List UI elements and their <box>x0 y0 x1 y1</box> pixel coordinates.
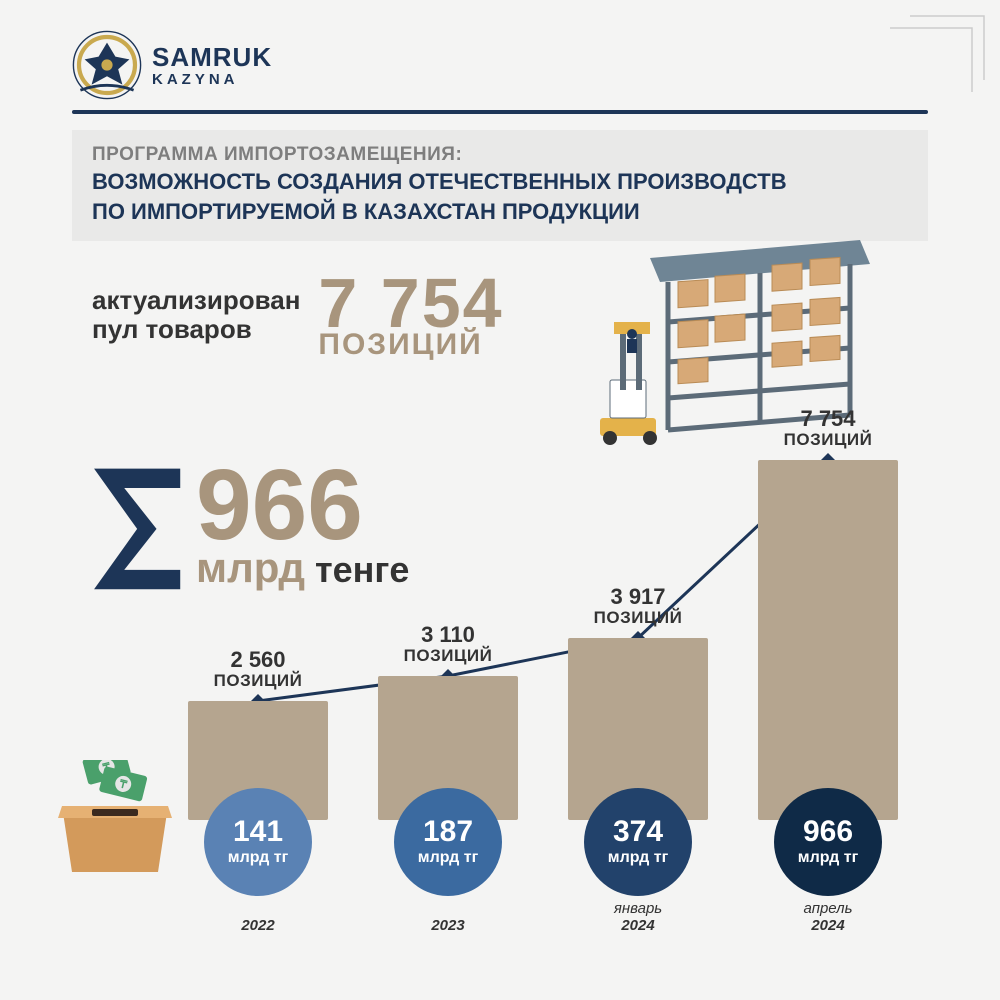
infographic-page: SAMRUK KAZYNA ПРОГРАММА ИМПОРТОЗАМЕЩЕНИЯ… <box>0 0 1000 1000</box>
stat-label-1: актуализирован <box>92 286 300 315</box>
chart-bar-label: 2 560ПОЗИЦИЙ <box>168 648 348 691</box>
logo-emblem-icon <box>72 30 142 100</box>
chart-value-circle: 966млрд тг <box>774 788 882 896</box>
title-line1: ВОЗМОЖНОСТЬ СОЗДАНИЯ ОТЕЧЕСТВЕННЫХ ПРОИЗ… <box>92 168 908 196</box>
chart-period-label: 2023 <box>358 917 538 934</box>
logo-main-text: SAMRUK <box>152 44 272 70</box>
chart-bar-label: 7 754ПОЗИЦИЙ <box>738 407 918 450</box>
chart-period-label: апрель2024 <box>738 900 918 935</box>
chart-value-circle: 141млрд тг <box>204 788 312 896</box>
stat-unit: ПОЗИЦИЙ <box>318 331 503 360</box>
chart-bar-label: 3 110ПОЗИЦИЙ <box>358 623 538 666</box>
chart-value-circle: 374млрд тг <box>584 788 692 896</box>
sigma-icon <box>80 460 190 605</box>
stat-label-2: пул товаров <box>92 315 300 344</box>
chart-bar <box>758 460 898 820</box>
chart-bar-label: 3 917ПОЗИЦИЙ <box>548 585 728 628</box>
stat-number: 7 754 <box>318 270 503 337</box>
positions-chart: 2 560ПОЗИЦИЙ141млрд тг20223 110ПОЗИЦИЙ18… <box>180 410 940 950</box>
headline-stat: актуализирован пул товаров 7 754 ПОЗИЦИЙ <box>92 270 504 359</box>
corner-decoration <box>870 10 990 100</box>
title-block: ПРОГРАММА ИМПОРТОЗАМЕЩЕНИЯ: ВОЗМОЖНОСТЬ … <box>72 130 928 241</box>
title-pretext: ПРОГРАММА ИМПОРТОЗАМЕЩЕНИЯ: <box>92 144 908 166</box>
chart-value-circle: 187млрд тг <box>394 788 502 896</box>
moneybox-illustration: ₸ ₸ <box>50 760 180 880</box>
header-underline <box>72 110 928 114</box>
chart-period-label: 2022 <box>168 917 348 934</box>
logo-block: SAMRUK KAZYNA <box>72 30 272 100</box>
title-line2: ПО ИМПОРТИРУЕМОЙ В КАЗАХСТАН ПРОДУКЦИИ <box>92 198 908 226</box>
chart-period-label: январь2024 <box>548 900 728 935</box>
logo-sub-text: KAZYNA <box>152 72 272 87</box>
